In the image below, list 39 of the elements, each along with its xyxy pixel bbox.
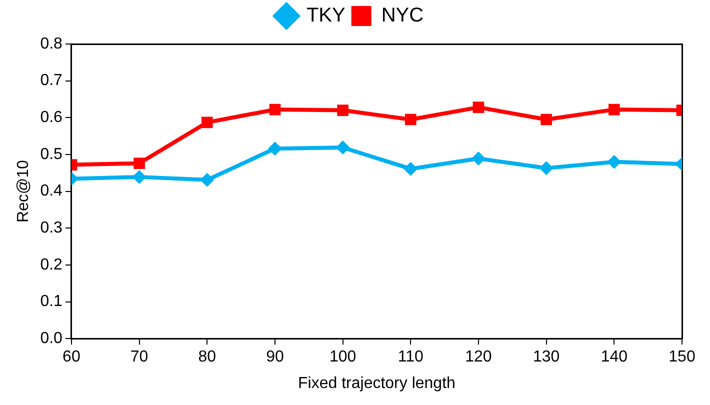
x-tick-label: 90 — [266, 348, 284, 366]
point — [134, 158, 145, 169]
point — [132, 170, 146, 184]
point — [472, 102, 484, 113]
point — [608, 104, 620, 116]
point — [201, 116, 213, 128]
x-tick-label: 60 — [62, 348, 80, 366]
point — [540, 114, 552, 126]
x-tick-label: 130 — [532, 348, 560, 366]
x-tick-label: 140 — [600, 348, 628, 366]
point — [268, 142, 282, 156]
y-tick-label: 0.1 — [40, 293, 63, 310]
point — [607, 154, 622, 169]
x-tick-label: 80 — [198, 348, 216, 366]
point — [404, 114, 416, 126]
y-tick-label: 0.7 — [40, 72, 63, 90]
y-axis-title: Rec@10 — [15, 160, 32, 223]
y-tick-label: 0.0 — [40, 330, 63, 348]
point — [404, 162, 418, 176]
x-tick-label: 110 — [398, 348, 424, 366]
point — [200, 172, 214, 187]
point — [336, 140, 350, 154]
y-tick-label: 0.5 — [40, 146, 63, 163]
y-tick-label: 0.4 — [40, 182, 63, 200]
legend-label: TKY — [306, 4, 346, 27]
x-tick-label: 120 — [465, 348, 492, 366]
x-tick-label: 70 — [130, 348, 148, 366]
point — [471, 152, 486, 166]
y-tick-label: 0.3 — [40, 220, 63, 237]
x-axis-title: Fixed trajectory length — [298, 374, 456, 392]
legend-label: NYC — [381, 4, 424, 27]
point — [337, 104, 348, 116]
point — [539, 161, 554, 176]
x-tick-label: 150 — [668, 348, 696, 366]
y-tick-label: 0.6 — [40, 109, 63, 126]
x-tick-label: 100 — [329, 348, 356, 366]
y-tick-label: 0.2 — [40, 256, 63, 274]
point — [269, 104, 281, 116]
y-tick-label: 0.8 — [40, 35, 63, 52]
